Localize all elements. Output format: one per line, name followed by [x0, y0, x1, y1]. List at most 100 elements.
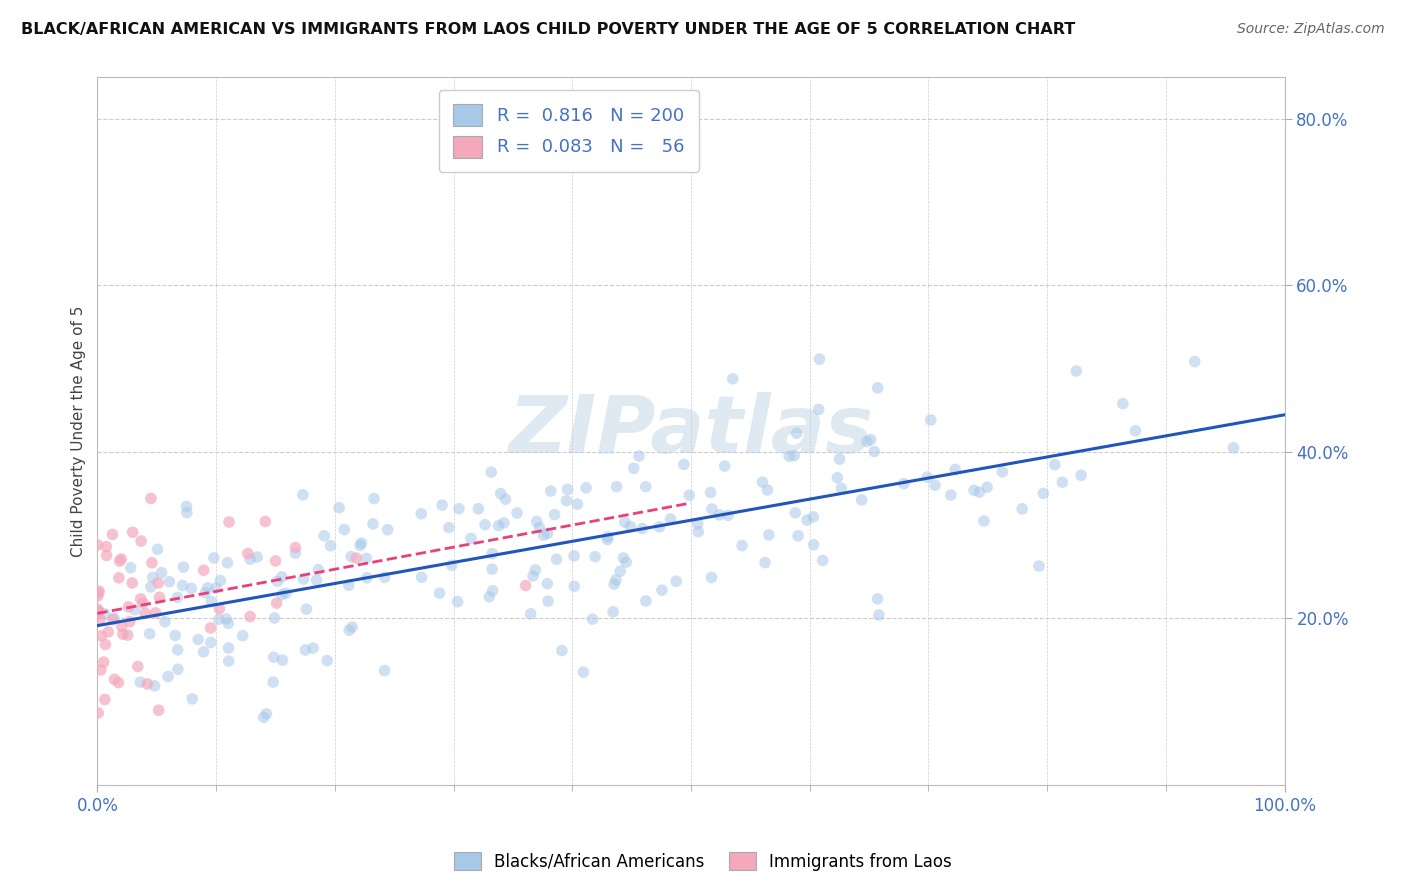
Point: [193, 645, 215, 659]
Point: [120, 560, 142, 574]
Point: [778, 449, 800, 463]
Point: [94, 638, 117, 652]
Point: [271, 588, 294, 602]
Point: [141, 556, 163, 570]
Point: [328, 500, 350, 515]
Point: [266, 596, 288, 610]
Point: [157, 670, 180, 684]
Point: [218, 654, 240, 668]
Point: [602, 605, 624, 619]
Point: [827, 470, 849, 484]
Point: [208, 601, 231, 615]
Point: [209, 574, 232, 588]
Point: [1070, 468, 1092, 483]
Point: [139, 491, 162, 506]
Point: [361, 516, 384, 531]
Point: [506, 506, 529, 520]
Point: [659, 512, 682, 526]
Point: [94, 607, 117, 621]
Point: [356, 571, 378, 585]
Point: [129, 534, 152, 549]
Point: [129, 591, 152, 606]
Point: [218, 515, 240, 529]
Point: [165, 628, 187, 642]
Point: [651, 583, 673, 598]
Point: [302, 640, 325, 655]
Point: [709, 508, 731, 522]
Point: [519, 607, 541, 621]
Point: [533, 528, 555, 542]
Legend: R =  0.816   N = 200, R =  0.083   N =   56: R = 0.816 N = 200, R = 0.083 N = 56: [439, 90, 699, 172]
Point: [411, 570, 433, 584]
Point: [181, 691, 204, 706]
Point: [495, 492, 517, 507]
Point: [194, 586, 217, 600]
Point: [284, 541, 307, 555]
Point: [86, 602, 108, 616]
Point: [263, 650, 285, 665]
Point: [333, 523, 356, 537]
Point: [193, 563, 215, 577]
Point: [678, 488, 700, 502]
Point: [467, 501, 489, 516]
Text: Source: ZipAtlas.com: Source: ZipAtlas.com: [1237, 22, 1385, 37]
Point: [266, 574, 288, 589]
Point: [686, 516, 709, 531]
Point: [1052, 475, 1074, 490]
Point: [86, 538, 108, 552]
Point: [97, 624, 120, 639]
Point: [87, 586, 110, 600]
Point: [86, 605, 108, 619]
Point: [90, 629, 112, 643]
Point: [292, 572, 315, 586]
Point: [606, 480, 628, 494]
Point: [139, 580, 162, 594]
Point: [101, 527, 124, 541]
Legend: Blacks/African Americans, Immigrants from Laos: Blacks/African Americans, Immigrants fro…: [446, 844, 960, 880]
Point: [340, 549, 363, 564]
Point: [623, 461, 645, 475]
Point: [90, 663, 112, 677]
Point: [634, 594, 657, 608]
Point: [526, 515, 548, 529]
Point: [246, 550, 269, 565]
Point: [665, 574, 688, 589]
Point: [239, 609, 262, 624]
Point: [437, 520, 460, 534]
Point: [785, 506, 807, 520]
Point: [117, 628, 139, 642]
Point: [103, 673, 125, 687]
Point: [208, 612, 231, 626]
Point: [187, 632, 209, 647]
Point: [1011, 501, 1033, 516]
Point: [1222, 441, 1244, 455]
Point: [377, 523, 399, 537]
Point: [307, 563, 329, 577]
Point: [107, 675, 129, 690]
Point: [167, 662, 190, 676]
Point: [217, 556, 239, 570]
Point: [87, 584, 110, 599]
Point: [284, 546, 307, 560]
Point: [537, 594, 560, 608]
Point: [603, 577, 626, 591]
Point: [524, 563, 547, 577]
Point: [337, 578, 360, 592]
Point: [202, 550, 225, 565]
Point: [614, 555, 637, 569]
Point: [103, 611, 125, 625]
Point: [536, 576, 558, 591]
Point: [700, 502, 723, 516]
Point: [363, 491, 385, 506]
Point: [893, 476, 915, 491]
Point: [87, 604, 110, 618]
Point: [478, 590, 501, 604]
Point: [754, 556, 776, 570]
Point: [866, 381, 889, 395]
Text: ZIPatlas: ZIPatlas: [509, 392, 873, 470]
Point: [232, 629, 254, 643]
Point: [101, 613, 124, 627]
Point: [124, 603, 146, 617]
Point: [305, 573, 328, 587]
Point: [515, 578, 537, 592]
